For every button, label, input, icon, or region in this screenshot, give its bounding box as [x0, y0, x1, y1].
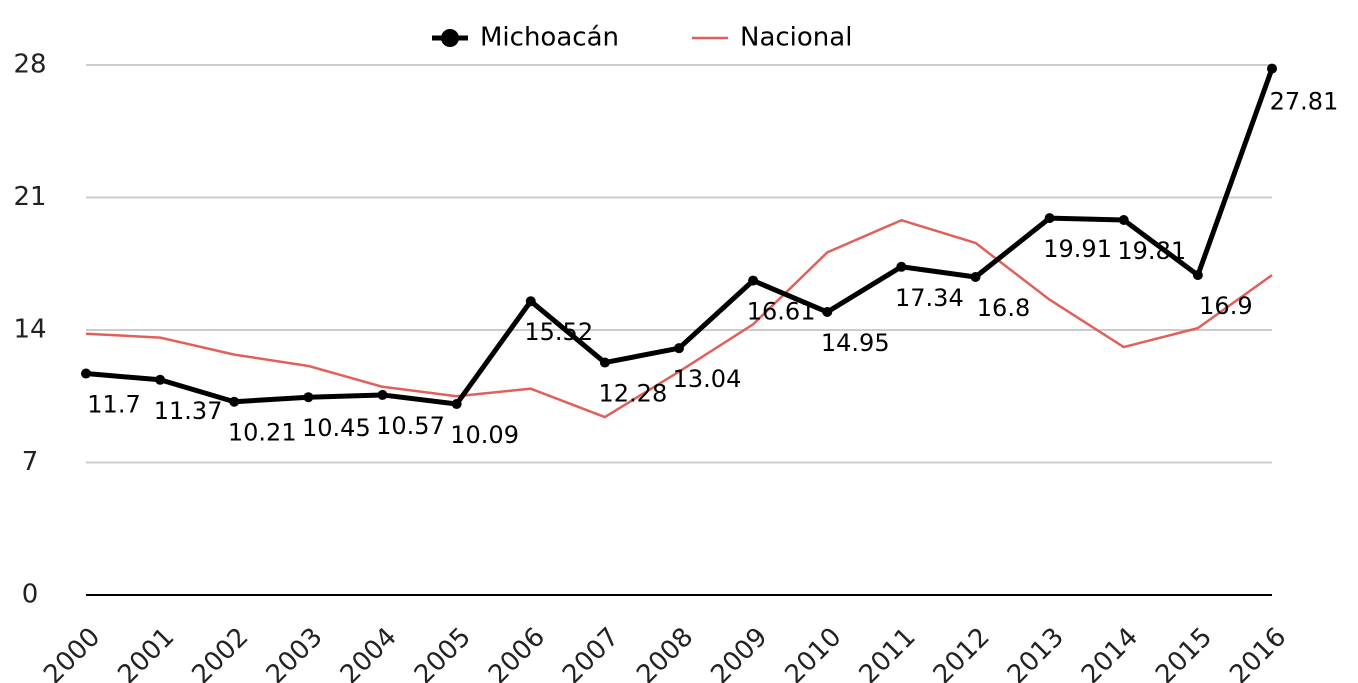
x-tick-label: 2012: [928, 622, 996, 683]
series-line: [85, 218, 1273, 419]
y-tick-label: 14: [13, 315, 46, 345]
legend-label: Nacional: [740, 23, 852, 53]
data-point: [1192, 270, 1203, 281]
data-point: [81, 368, 91, 379]
data-point: [822, 307, 833, 318]
x-tick-label: 2013: [1002, 622, 1070, 683]
legend-label: Michoacán: [480, 23, 619, 53]
y-tick-label: 0: [22, 580, 39, 610]
data-label: 10.57: [376, 412, 445, 440]
x-tick-label: 2016: [1224, 622, 1292, 683]
x-tick-label: 2010: [779, 622, 847, 683]
data-point: [155, 374, 166, 385]
data-label: 11.7: [87, 391, 140, 419]
data-label: 14.95: [821, 329, 890, 357]
data-label: 16.8: [977, 294, 1030, 322]
x-tick-label: 2003: [261, 622, 329, 683]
x-tick-label: 2009: [705, 622, 773, 683]
data-point: [451, 399, 462, 410]
x-tick-label: 2006: [483, 622, 551, 683]
data-point: [377, 389, 388, 400]
x-tick-label: 2008: [631, 622, 699, 683]
data-label: 16.61: [747, 298, 816, 326]
data-point: [599, 357, 610, 368]
data-label: 15.52: [524, 318, 593, 346]
data-point: [1267, 63, 1277, 74]
x-tick-label: 2007: [557, 622, 625, 683]
data-label: 27.81: [1270, 88, 1339, 116]
x-tick-label: 2011: [854, 622, 922, 683]
data-label: 16.9: [1199, 292, 1252, 320]
data-point: [674, 343, 684, 354]
legend-marker: [441, 29, 459, 47]
data-label: 19.91: [1043, 235, 1112, 263]
x-tick-label: 2001: [112, 622, 180, 683]
data-point: [303, 392, 314, 403]
x-tick-label: 2000: [38, 622, 106, 683]
data-label: 10.45: [302, 414, 371, 442]
data-point: [525, 296, 536, 307]
y-tick-label: 28: [13, 50, 46, 80]
y-tick-label: 7: [22, 447, 39, 477]
y-tick-label: 21: [13, 182, 46, 212]
data-label: 19.81: [1117, 237, 1186, 265]
x-tick-label: 2002: [186, 622, 254, 683]
x-tick-label: 2015: [1150, 622, 1218, 683]
data-point: [896, 261, 907, 272]
data-label: 11.37: [154, 397, 223, 425]
data-point: [229, 396, 240, 407]
data-label: 13.04: [673, 365, 742, 393]
x-tick-label: 2004: [335, 622, 403, 683]
data-point: [1044, 213, 1055, 224]
data-point: [1118, 215, 1129, 226]
data-point: [748, 275, 759, 286]
x-tick-label: 2005: [409, 622, 477, 683]
x-tick-label: 2014: [1076, 622, 1144, 683]
data-label: 10.09: [450, 421, 519, 449]
legend-item: Nacional: [692, 23, 852, 53]
data-point: [970, 272, 981, 282]
data-label: 12.28: [599, 380, 668, 408]
legend-item: Michoacán: [432, 23, 619, 53]
data-label: 10.21: [228, 419, 297, 447]
data-label: 17.34: [895, 284, 964, 312]
